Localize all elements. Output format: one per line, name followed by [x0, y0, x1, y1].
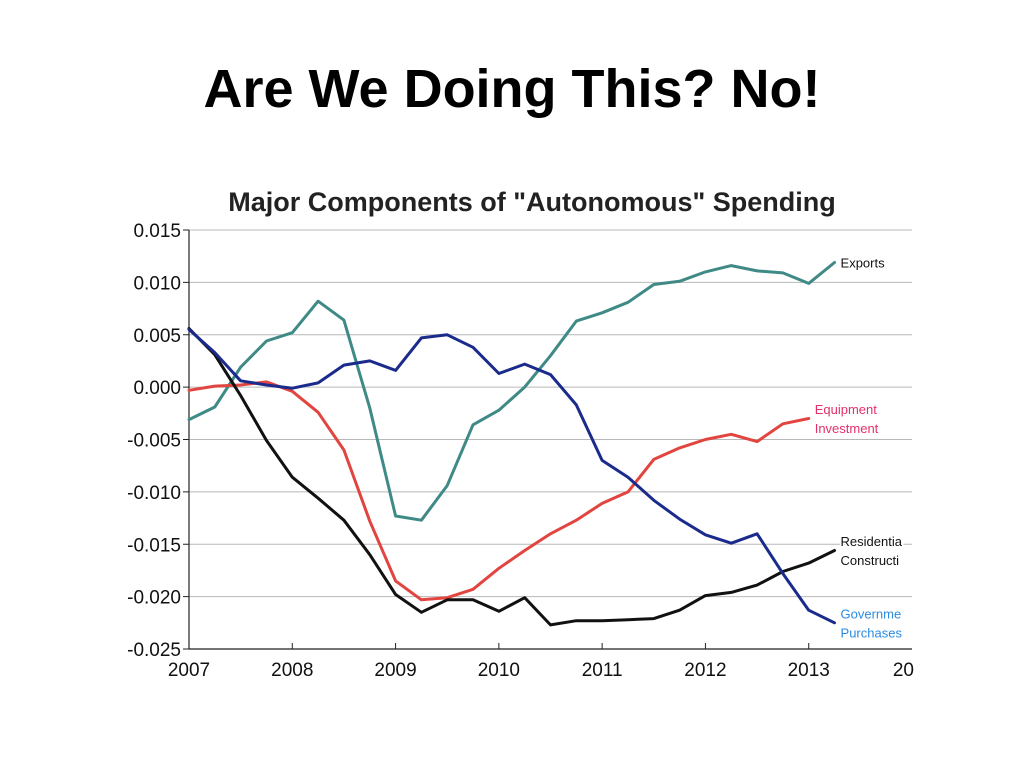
series-line-government-purchases	[187, 328, 836, 625]
y-tick-label: 0.010	[133, 273, 181, 294]
series-line-exports	[187, 261, 836, 522]
x-tick-label: 2008	[271, 660, 313, 681]
axes: 0.015 0.010 0.005 0.000 -0.005 -0.010 -0.015 -0…	[127, 221, 914, 681]
y-tick-label: 0.000	[133, 378, 181, 399]
y-tick-label: -0.025	[127, 640, 181, 661]
series-label-government-purchases: Governme	[841, 606, 902, 621]
series-line-residential-construction	[187, 327, 836, 627]
y-tick-label: 0.005	[133, 326, 181, 347]
x-tick-label: 2011	[582, 660, 623, 681]
y-tick-label: -0.005	[127, 431, 181, 452]
x-tick-label: 2007	[168, 660, 210, 681]
x-tick-label: 2012	[684, 660, 726, 681]
series-label-equipment-investment: Investment	[815, 421, 879, 436]
gridlines	[189, 229, 912, 650]
y-tick-label: -0.010	[127, 483, 181, 504]
series-label-government-purchases: Purchases	[841, 625, 903, 640]
x-tick-label: 2013	[788, 660, 830, 681]
x-tick-label: 2009	[374, 660, 416, 681]
x-tick-label: 20	[893, 660, 914, 681]
slide-title: Are We Doing This? No!	[203, 59, 821, 119]
y-tick-label: 0.015	[133, 221, 181, 242]
y-tick-label: -0.015	[127, 535, 181, 556]
x-tick-label: 2010	[478, 660, 520, 681]
chart-title: Major Components of "Autonomous" Spendin…	[228, 187, 836, 217]
series-label-exports: Exports	[841, 255, 886, 270]
series-label-equipment-investment: Equipment	[815, 402, 878, 417]
series-labels: Exports Equipment Investment Residentia Cons…	[813, 254, 904, 642]
series-label-residential-construction: Residentia	[841, 534, 903, 549]
series-lines	[187, 261, 836, 627]
series-label-residential-construction: Constructi	[841, 553, 900, 568]
y-tick-label: -0.020	[127, 588, 181, 609]
series-line-equipment-investment	[187, 380, 811, 602]
